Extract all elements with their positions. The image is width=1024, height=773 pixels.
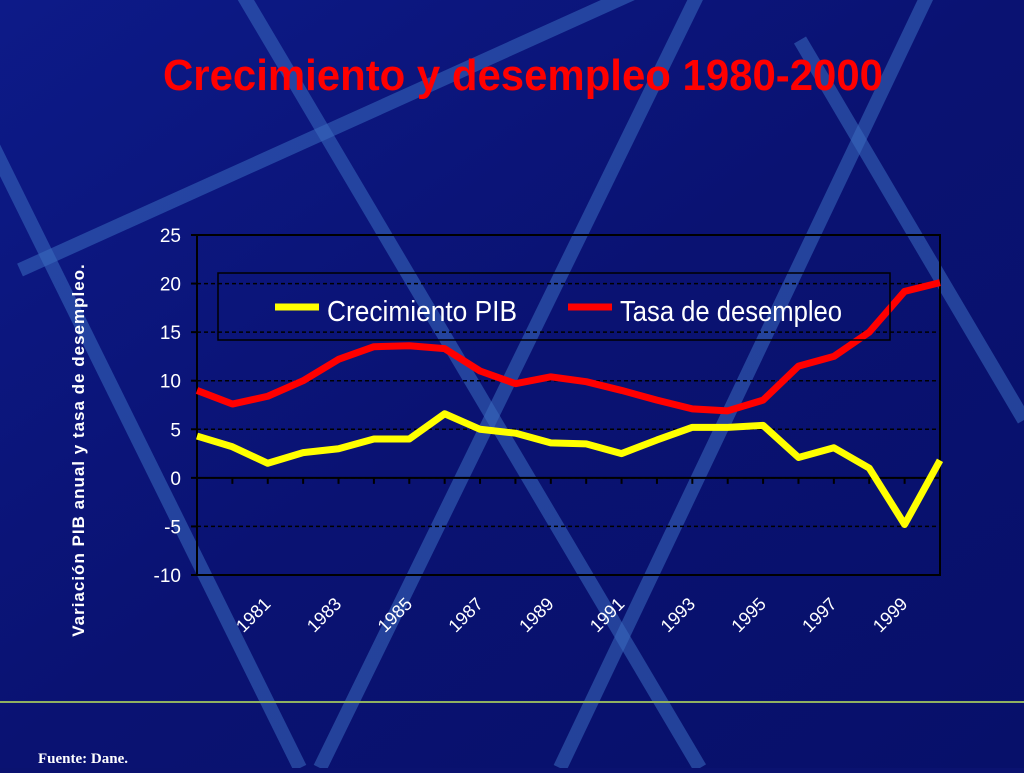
y-tick-label: 25 bbox=[160, 226, 181, 247]
y-tick-label: 10 bbox=[160, 372, 181, 393]
legend bbox=[217, 272, 891, 341]
series-line bbox=[195, 279, 941, 415]
series-line bbox=[195, 410, 944, 528]
legend-label: Crecimiento PIB bbox=[327, 296, 517, 328]
y-tick-label: 15 bbox=[160, 323, 181, 344]
y-tick-label: 20 bbox=[160, 275, 181, 296]
y-tick-label: 5 bbox=[170, 420, 181, 441]
y-tick-label: -5 bbox=[164, 517, 181, 538]
chart-title: Crecimiento y desempleo 1980-2000 bbox=[163, 51, 883, 100]
legend-label: Tasa de desempleo bbox=[620, 296, 842, 328]
y-tick-label: 0 bbox=[170, 469, 181, 490]
y-tick-label: -10 bbox=[154, 566, 181, 587]
y-axis-label: Variación PIB anual y tasa de desempleo. bbox=[69, 263, 88, 637]
source: Fuente: Dane. bbox=[38, 751, 128, 767]
